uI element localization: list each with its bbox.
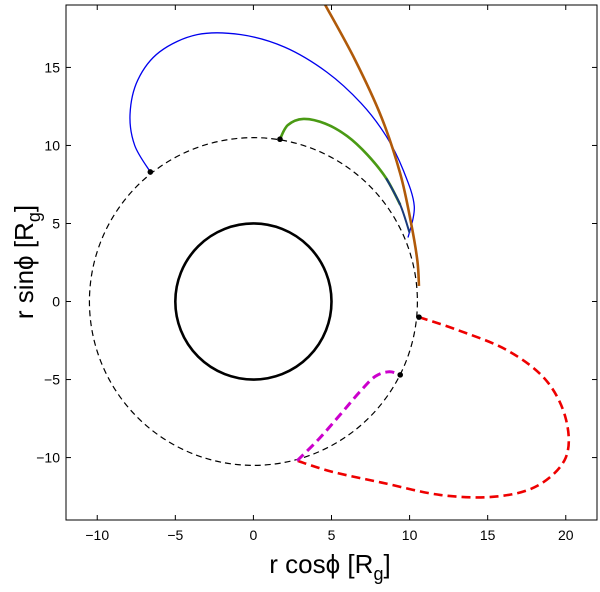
- x-tick-label: −5: [167, 527, 183, 543]
- x-tick-label: −10: [85, 527, 109, 543]
- y-tick-label: 0: [52, 294, 60, 310]
- x-tick-label: 5: [328, 527, 336, 543]
- x-axis-label: r cosϕ [Rg]: [269, 549, 390, 584]
- y-tick-label: 10: [44, 137, 60, 153]
- x-axis-label-main: r cosϕ [R: [269, 549, 373, 579]
- start-point-marker-0: [147, 169, 154, 175]
- solid-circle-0: [174, 222, 333, 381]
- x-tick-label: 0: [250, 527, 258, 543]
- y-axis-label-close: ]: [9, 205, 39, 212]
- trajectory-line-1: [278, 117, 402, 206]
- x-tick-label: 15: [480, 527, 496, 543]
- y-axis-label-main: r sinϕ [R: [9, 222, 39, 319]
- dashed-circle-1: [88, 137, 418, 466]
- y-axis-label-sub: g: [24, 212, 44, 222]
- trajectory-line-2: [385, 177, 411, 234]
- x-tick-label: 10: [402, 527, 418, 543]
- trajectory-line-5: [296, 370, 401, 462]
- y-tick-label: −10: [36, 450, 60, 466]
- start-point-marker-1: [277, 136, 283, 143]
- y-axis-label: r sinϕ [Rg]: [9, 205, 44, 319]
- y-tick-label: −5: [44, 372, 60, 388]
- trajectory-line-3: [324, 5, 421, 286]
- tick-layer: −10 −5 0 5 10 15 20 −10 −5 0 5 10 15: [36, 5, 597, 543]
- y-tick-label: 15: [44, 59, 60, 75]
- x-axis-label-close: ]: [383, 549, 390, 579]
- y-tick-label: 5: [52, 215, 60, 231]
- trajectory-line-0: [129, 32, 415, 238]
- start-point-marker-3: [397, 372, 404, 378]
- x-axis-label-sub: g: [373, 564, 383, 584]
- x-tick-label: 20: [558, 527, 574, 543]
- data-layer: [88, 5, 571, 499]
- plot-background: [66, 5, 597, 520]
- start-point-marker-2: [416, 314, 422, 320]
- trajectory-line-4: [296, 315, 571, 499]
